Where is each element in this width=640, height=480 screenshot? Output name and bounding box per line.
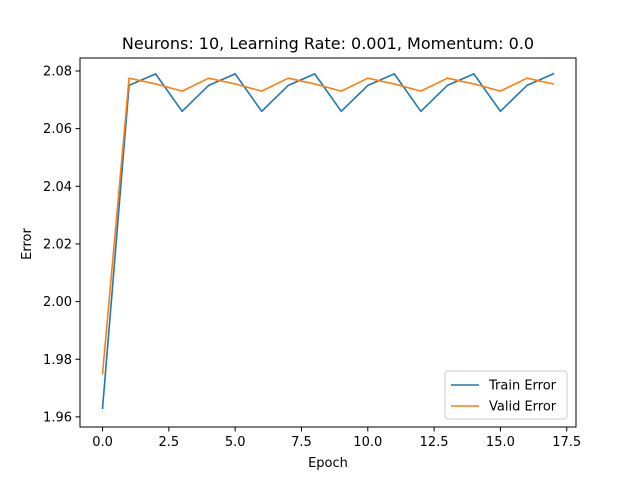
y-tick-label: 2.00 bbox=[43, 295, 72, 310]
y-tick-label: 2.06 bbox=[43, 122, 72, 137]
plot-frame bbox=[79, 57, 577, 428]
legend-label: Train Error bbox=[488, 379, 557, 394]
x-axis-label: Epoch bbox=[308, 456, 348, 471]
x-tick-label: 15.0 bbox=[486, 435, 515, 450]
y-axis-label: Error bbox=[20, 228, 35, 260]
axis-ticks: 0.0 2.5 5.0 7.5 10.0 12.5 15.0 17.5 1.96 1.98 2.00… bbox=[43, 64, 581, 450]
x-tick-label: 2.5 bbox=[159, 435, 180, 450]
legend-label: Valid Error bbox=[489, 400, 557, 415]
y-tick-label: 2.04 bbox=[43, 180, 72, 195]
legend: Train Error Valid Error bbox=[444, 370, 568, 420]
series-line-0 bbox=[101, 72, 555, 410]
x-tick-label: 10.0 bbox=[353, 435, 382, 450]
y-tick-label: 1.96 bbox=[43, 410, 72, 425]
x-tick-label: 12.5 bbox=[420, 435, 449, 450]
legend-box bbox=[444, 370, 568, 420]
series-line-1 bbox=[101, 77, 555, 375]
y-tick-label: 2.02 bbox=[43, 237, 72, 252]
chart-title: Neurons: 10, Learning Rate: 0.001, Momen… bbox=[122, 34, 534, 53]
x-tick-label: 5.0 bbox=[225, 435, 246, 450]
y-tick-label: 2.08 bbox=[43, 64, 72, 79]
x-tick-label: 7.5 bbox=[291, 435, 312, 450]
x-tick-label: 17.5 bbox=[552, 435, 581, 450]
series-lines bbox=[101, 72, 555, 410]
y-tick-label: 1.98 bbox=[43, 353, 72, 368]
x-tick-label: 0.0 bbox=[92, 435, 113, 450]
axes-frame bbox=[79, 57, 577, 428]
